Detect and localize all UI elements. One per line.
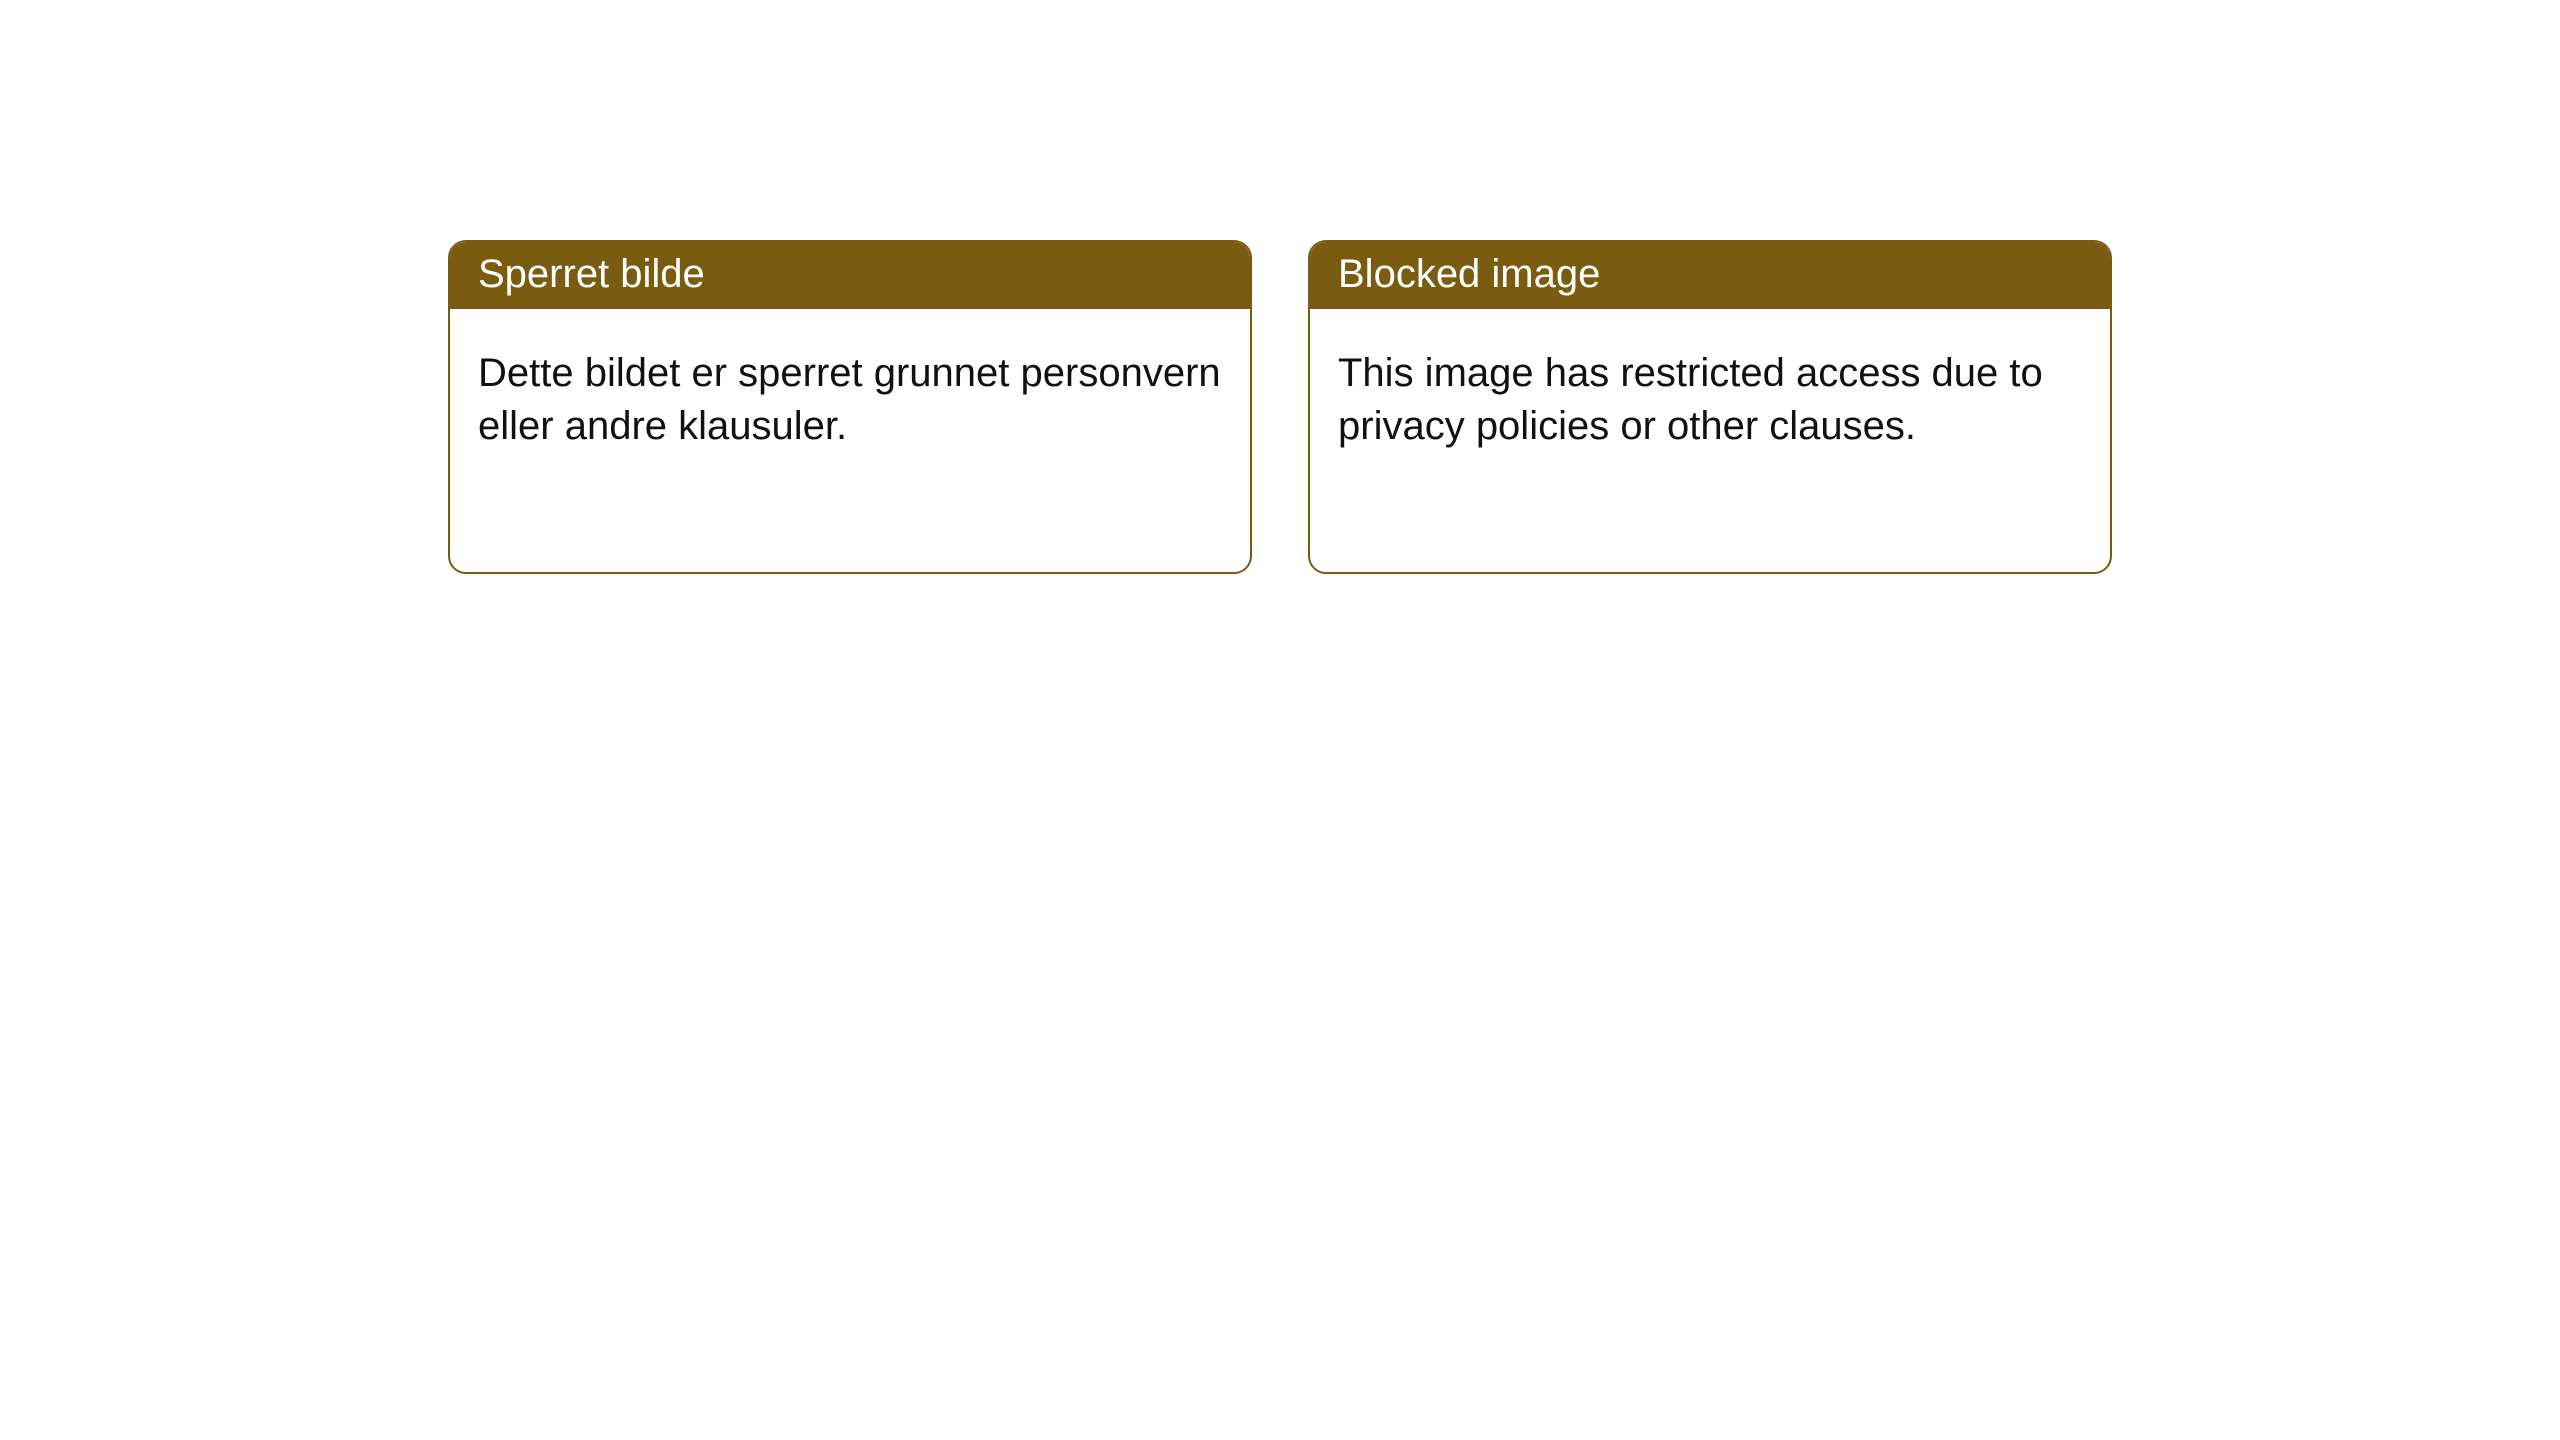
- blocked-image-panels: Sperret bilde Dette bildet er sperret gr…: [448, 240, 2112, 574]
- panel-title-no: Sperret bilde: [450, 242, 1250, 309]
- panel-title-en: Blocked image: [1310, 242, 2110, 309]
- panel-body-no: Dette bildet er sperret grunnet personve…: [450, 309, 1250, 481]
- blocked-image-panel-en: Blocked image This image has restricted …: [1308, 240, 2112, 574]
- panel-body-en: This image has restricted access due to …: [1310, 309, 2110, 481]
- blocked-image-panel-no: Sperret bilde Dette bildet er sperret gr…: [448, 240, 1252, 574]
